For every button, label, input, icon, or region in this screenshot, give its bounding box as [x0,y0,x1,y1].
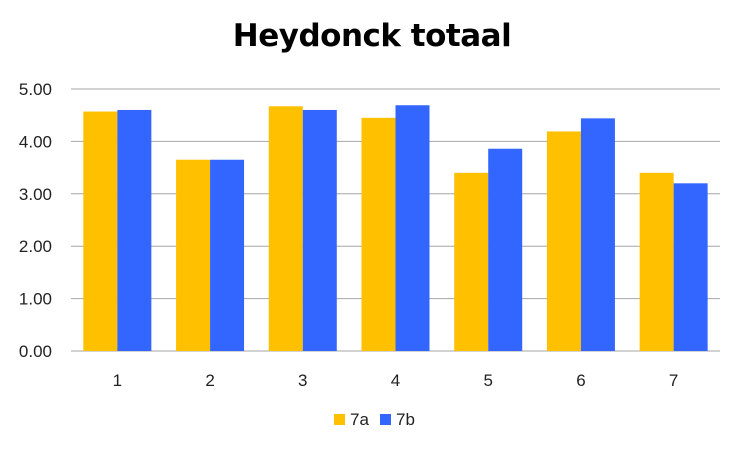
bar-7a-7 [639,172,674,351]
x-tick-label: 1 [113,371,122,390]
y-tick-label: 4.00 [19,132,52,151]
y-tick-label: 0.00 [19,342,52,361]
bars [83,105,708,352]
bar-7b-3 [302,109,337,352]
y-tick-label: 5.00 [19,80,52,99]
bar-7a-4 [361,117,396,351]
x-tick-label: 2 [205,371,214,390]
chart-title: Heydonck totaal [232,18,512,54]
bar-7a-5 [454,172,489,351]
legend: 7a 7b [334,410,415,429]
bar-7a-2 [176,159,211,351]
legend-label-7a: 7a [350,410,369,429]
legend-swatch-7b [380,414,391,425]
bar-7b-1 [117,109,152,352]
y-tick-label: 2.00 [19,237,52,256]
y-axis-tick-labels: 0.00 1.00 2.00 3.00 4.00 5.00 [19,80,52,361]
legend-swatch-7a [334,414,345,425]
bar-7b-2 [210,159,245,351]
y-tick-label: 3.00 [19,185,52,204]
bar-7b-6 [580,118,615,352]
legend-label-7b: 7b [396,410,415,429]
bar-7a-1 [83,111,118,351]
bar-7b-4 [395,105,430,351]
y-tick-label: 1.00 [19,290,52,309]
x-tick-label: 6 [576,371,585,390]
x-tick-label: 3 [298,371,307,390]
bar-7a-3 [268,106,303,352]
bar-7b-5 [488,148,523,351]
bar-7a-6 [546,131,581,351]
x-tick-label: 4 [391,371,400,390]
x-axis-tick-labels: 1 2 3 4 5 6 7 [113,371,679,390]
x-tick-label: 5 [483,371,492,390]
bar-7b-7 [673,183,708,351]
x-tick-label: 7 [669,371,678,390]
